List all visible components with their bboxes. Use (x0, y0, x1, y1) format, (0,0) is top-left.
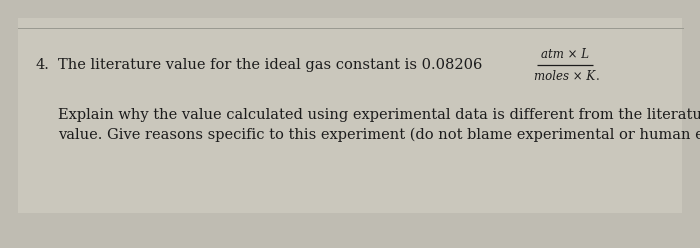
Text: Explain why the value calculated using experimental data is different from the l: Explain why the value calculated using e… (58, 108, 700, 122)
Text: 4.: 4. (35, 58, 49, 72)
Text: moles × K: moles × K (534, 69, 596, 83)
Text: The literature value for the ideal gas constant is 0.08206: The literature value for the ideal gas c… (58, 58, 482, 72)
Text: .: . (596, 69, 600, 83)
Text: atm × L: atm × L (541, 49, 589, 62)
Bar (18, 18, 682, 213)
Text: value. Give reasons specific to this experiment (do not blame experimental or hu: value. Give reasons specific to this exp… (58, 128, 700, 142)
